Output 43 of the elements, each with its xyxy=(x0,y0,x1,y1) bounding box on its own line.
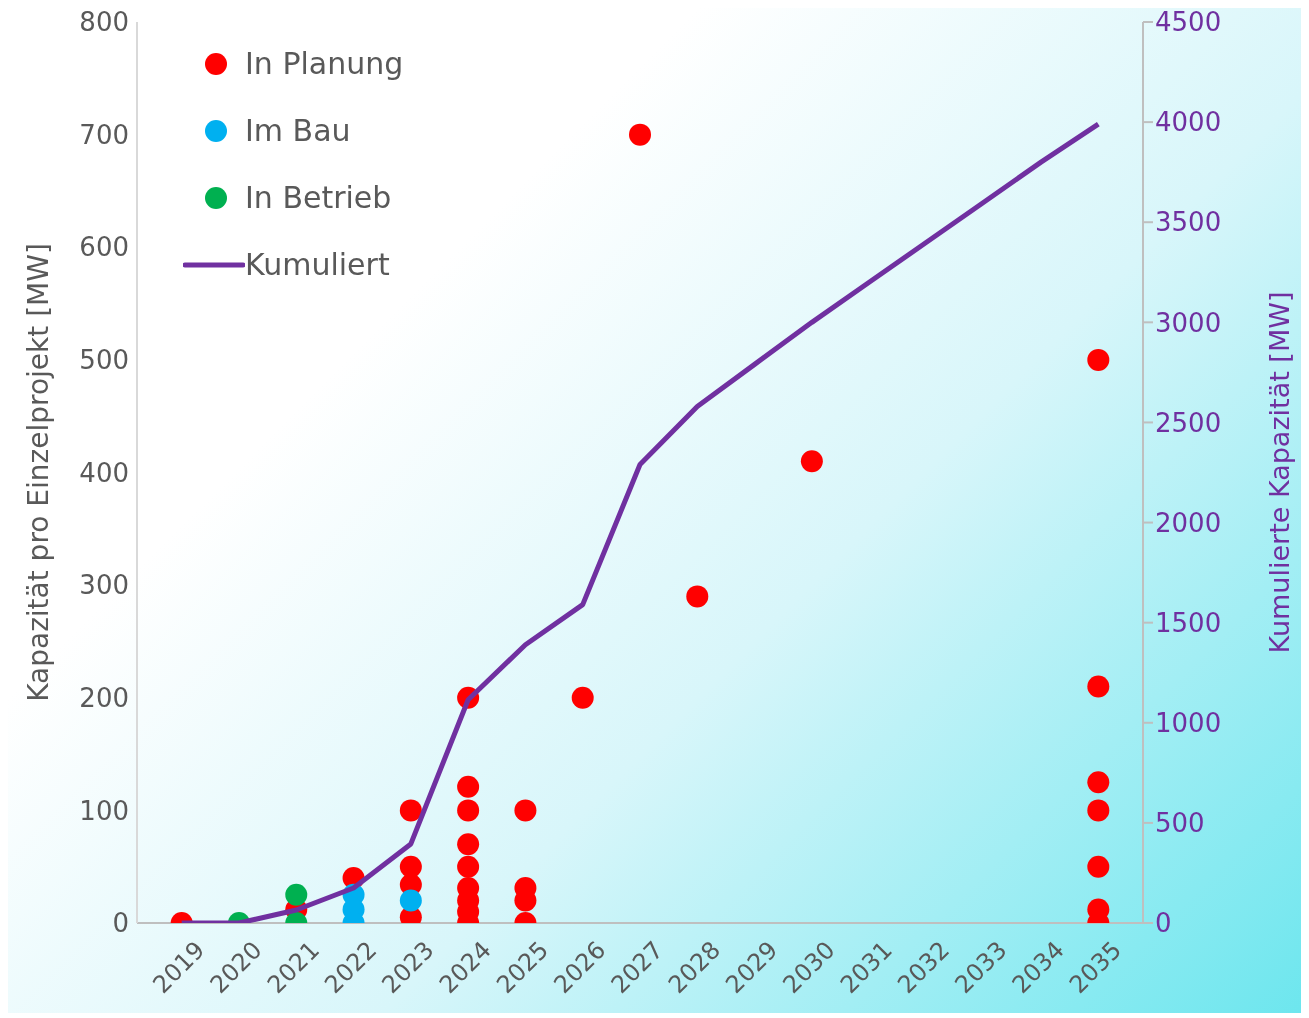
point xyxy=(571,686,594,709)
y-tick-label: 400 xyxy=(79,457,129,488)
point xyxy=(1087,675,1110,698)
point xyxy=(1087,771,1110,794)
point xyxy=(399,889,422,912)
y2-tick-label: 2500 xyxy=(1155,407,1222,438)
legend-label: In Planung xyxy=(245,46,404,81)
point xyxy=(1087,855,1110,878)
y-tick-label: 700 xyxy=(79,119,129,150)
point xyxy=(457,833,480,856)
y-tick-label: 500 xyxy=(79,345,129,376)
y2-axis-title: Kumulierte Kapazität [MW] xyxy=(1263,291,1295,654)
point xyxy=(686,585,709,608)
y-tick-label: 200 xyxy=(79,682,129,713)
point xyxy=(457,855,480,878)
point xyxy=(629,123,651,146)
legend-label: Im Bau xyxy=(245,113,351,148)
y2-tick-label: 4500 xyxy=(1155,7,1222,38)
point xyxy=(285,883,308,906)
y-tick-label: 0 xyxy=(112,908,129,939)
point xyxy=(1087,799,1110,822)
point xyxy=(399,855,422,878)
y2-tick-label: 1500 xyxy=(1155,607,1222,638)
point xyxy=(1087,348,1110,371)
y-tick-label: 600 xyxy=(79,232,129,263)
point xyxy=(457,799,480,822)
y-axis-title: Kapazität pro Einzelprojekt [MW] xyxy=(21,243,55,702)
y2-tick-label: 2000 xyxy=(1155,507,1222,538)
point xyxy=(514,799,537,822)
point xyxy=(800,450,823,473)
y2-tick-label: 3000 xyxy=(1155,307,1222,338)
legend-label: Kumuliert xyxy=(245,247,390,282)
y-tick-label: 800 xyxy=(79,7,129,38)
y2-tick-label: 1000 xyxy=(1155,708,1222,739)
point xyxy=(457,775,480,798)
y-tick-label: 100 xyxy=(79,795,129,826)
y2-tick-label: 3500 xyxy=(1155,207,1222,238)
legend-label: In Betrieb xyxy=(245,180,392,215)
y-tick-label: 300 xyxy=(79,570,129,601)
y2-tick-label: 0 xyxy=(1155,908,1172,939)
point xyxy=(399,799,422,822)
y2-tick-label: 4000 xyxy=(1155,107,1222,138)
y2-tick-label: 500 xyxy=(1155,808,1205,839)
